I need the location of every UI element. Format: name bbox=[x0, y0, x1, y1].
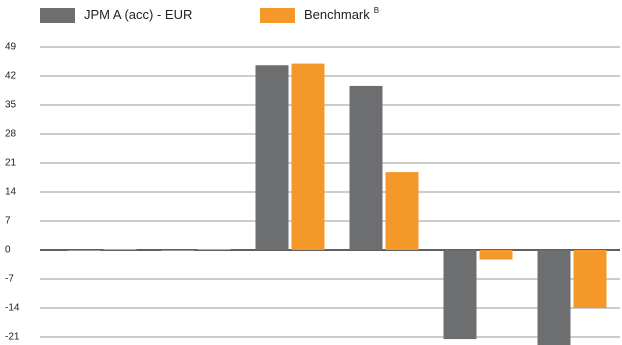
legend-text: Benchmark bbox=[304, 7, 370, 22]
bar bbox=[255, 65, 289, 250]
y-tick-label: 7 bbox=[5, 216, 11, 227]
legend-swatch bbox=[260, 8, 295, 23]
bars bbox=[67, 63, 607, 345]
legend-label: JPM A (acc) - EUR bbox=[84, 7, 192, 22]
y-tick-label: -7 bbox=[5, 274, 14, 285]
bar bbox=[349, 85, 383, 250]
legend-superscript: B bbox=[374, 6, 379, 15]
bar bbox=[443, 250, 477, 340]
y-tick-label: -21 bbox=[5, 332, 20, 343]
y-tick-label: 35 bbox=[5, 100, 17, 111]
bar bbox=[385, 172, 419, 250]
y-tick-label: 42 bbox=[5, 71, 17, 82]
y-tick-label: 14 bbox=[5, 187, 17, 198]
y-tick-label: 21 bbox=[5, 158, 17, 169]
bar bbox=[291, 63, 325, 251]
bar bbox=[479, 250, 513, 260]
bar bbox=[103, 249, 137, 250]
bar bbox=[67, 250, 101, 251]
y-tick-label: -14 bbox=[5, 303, 20, 314]
y-tick-label: 0 bbox=[5, 245, 11, 256]
y-tick-label: 28 bbox=[5, 129, 17, 140]
bar bbox=[573, 250, 607, 308]
bar bbox=[161, 250, 195, 251]
legend-swatch bbox=[40, 8, 75, 23]
bar bbox=[197, 249, 231, 250]
legend: JPM A (acc) - EUR Benchmark B bbox=[40, 6, 379, 23]
grid: 49 42 35 28 21 14 7 0 -7 -14 -21 bbox=[5, 42, 620, 343]
y-tick-label: 49 bbox=[5, 42, 17, 53]
legend-text: JPM A (acc) - EUR bbox=[84, 7, 192, 22]
bar bbox=[537, 250, 571, 345]
legend-label: Benchmark B bbox=[304, 6, 379, 22]
